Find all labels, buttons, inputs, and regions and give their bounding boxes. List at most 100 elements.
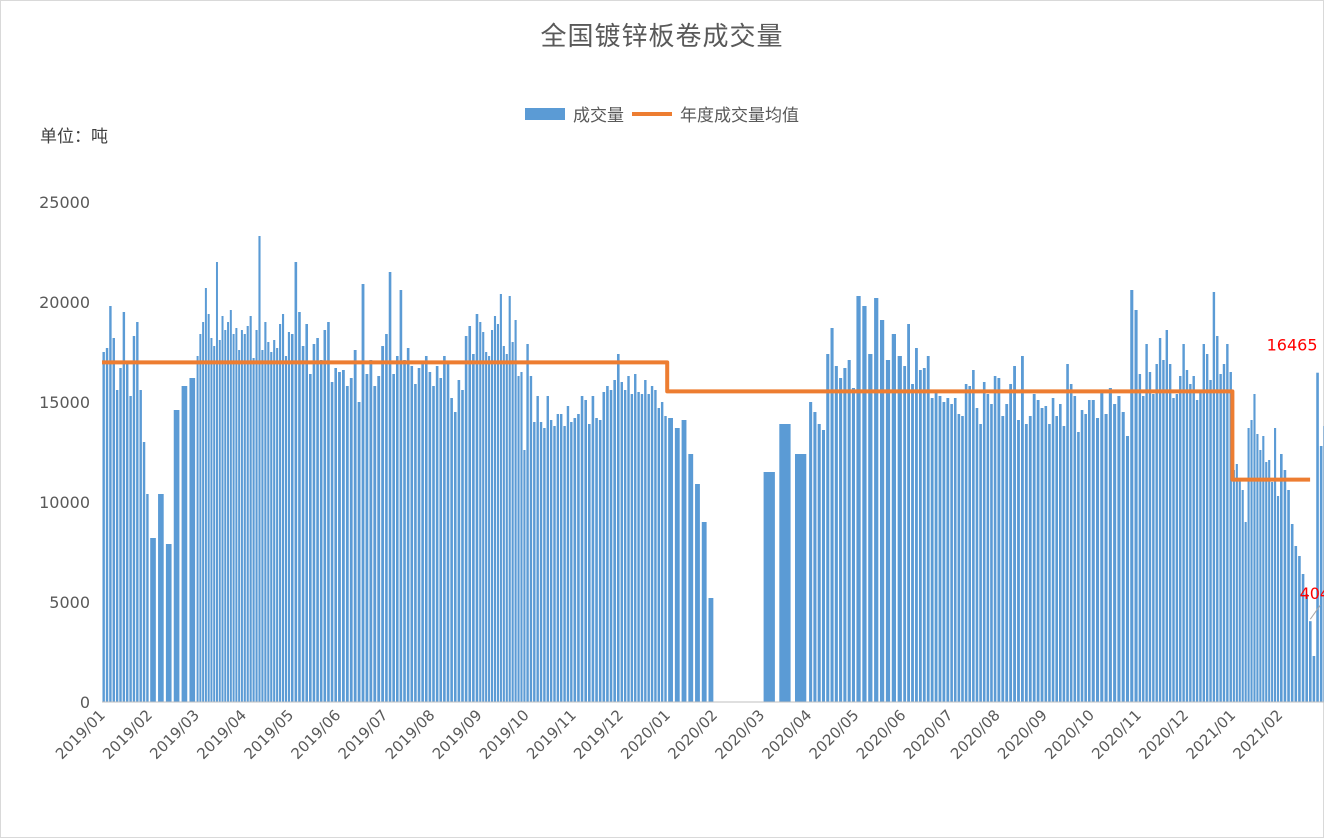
bar [381, 346, 385, 702]
bar [417, 368, 421, 702]
bar [660, 402, 664, 702]
bar [1238, 478, 1241, 702]
x-tick-label: 2021/01 [1182, 706, 1239, 763]
bar [1028, 416, 1032, 702]
bar [435, 366, 439, 702]
bar [109, 306, 112, 702]
bar [461, 390, 464, 702]
bar [502, 346, 505, 702]
bar [1145, 344, 1148, 702]
bar [122, 312, 126, 702]
bar [1305, 594, 1308, 702]
bar [224, 330, 227, 702]
bar [204, 288, 207, 702]
bar [158, 494, 164, 702]
bar [563, 426, 566, 702]
bar [115, 390, 119, 702]
bar [341, 370, 345, 702]
bar [1005, 404, 1009, 702]
bar [1185, 370, 1189, 702]
x-tick-label: 2019/04 [193, 706, 250, 763]
bar [395, 356, 399, 702]
bar [817, 424, 821, 702]
bar [1276, 496, 1280, 702]
bar [276, 348, 279, 702]
unit-label: 单位：吨 [40, 127, 108, 147]
bar [701, 522, 707, 702]
y-tick-label: 5000 [49, 593, 90, 612]
bar [950, 404, 953, 702]
y-tick-label: 0 [80, 693, 90, 712]
bar [821, 430, 826, 702]
bar [136, 322, 139, 702]
bar [270, 352, 273, 702]
bar [580, 396, 584, 702]
bar [1268, 460, 1271, 702]
bar [1222, 364, 1226, 702]
bar [591, 396, 595, 702]
bar [1287, 490, 1290, 702]
bar [1280, 454, 1283, 702]
bar [1301, 574, 1305, 702]
bar [353, 350, 357, 702]
bar [918, 370, 922, 702]
bar [1226, 344, 1229, 702]
bar [252, 358, 255, 702]
bar [644, 380, 647, 702]
bar [1235, 464, 1238, 702]
bar [102, 352, 105, 702]
legend: 成交量 年度成交量均值 [0, 101, 1324, 126]
bar [330, 382, 334, 702]
bar [1172, 398, 1175, 702]
bar [1040, 408, 1044, 702]
bar [834, 366, 838, 702]
bar [249, 316, 252, 702]
bar [508, 296, 511, 702]
bar [868, 354, 873, 702]
bar [1175, 394, 1179, 702]
bar [284, 356, 288, 702]
bar [493, 316, 497, 702]
bar [609, 390, 613, 702]
legend-swatch-line [632, 111, 672, 116]
bar [1298, 556, 1301, 702]
bar [1265, 462, 1268, 702]
bar [972, 370, 975, 702]
bar [1080, 410, 1084, 702]
bar [305, 324, 309, 702]
bar [953, 398, 957, 702]
bar [457, 380, 461, 702]
bar [1066, 364, 1069, 702]
bar [602, 392, 606, 702]
bar [1032, 394, 1036, 702]
bar [1017, 420, 1020, 702]
bar [1262, 436, 1265, 702]
bar [345, 386, 349, 702]
bar [428, 372, 432, 702]
bar [961, 416, 964, 702]
bar [119, 368, 122, 702]
bar [942, 402, 946, 702]
bar [982, 382, 986, 702]
bar [957, 414, 961, 702]
bar [165, 544, 172, 702]
bar [560, 414, 563, 702]
bar [856, 296, 861, 702]
bar [573, 418, 577, 702]
bar [664, 416, 667, 702]
bar [294, 262, 298, 702]
bar [450, 398, 453, 702]
bar [1229, 372, 1232, 702]
bar [414, 384, 417, 702]
bar [911, 384, 914, 702]
bar [499, 294, 502, 702]
bar [1134, 310, 1138, 702]
y-tick-label: 10000 [39, 493, 90, 512]
bar [1259, 450, 1262, 702]
bar [349, 378, 353, 702]
bar [1077, 432, 1080, 702]
bar [229, 310, 232, 702]
bar [654, 390, 657, 702]
bar [839, 378, 843, 702]
